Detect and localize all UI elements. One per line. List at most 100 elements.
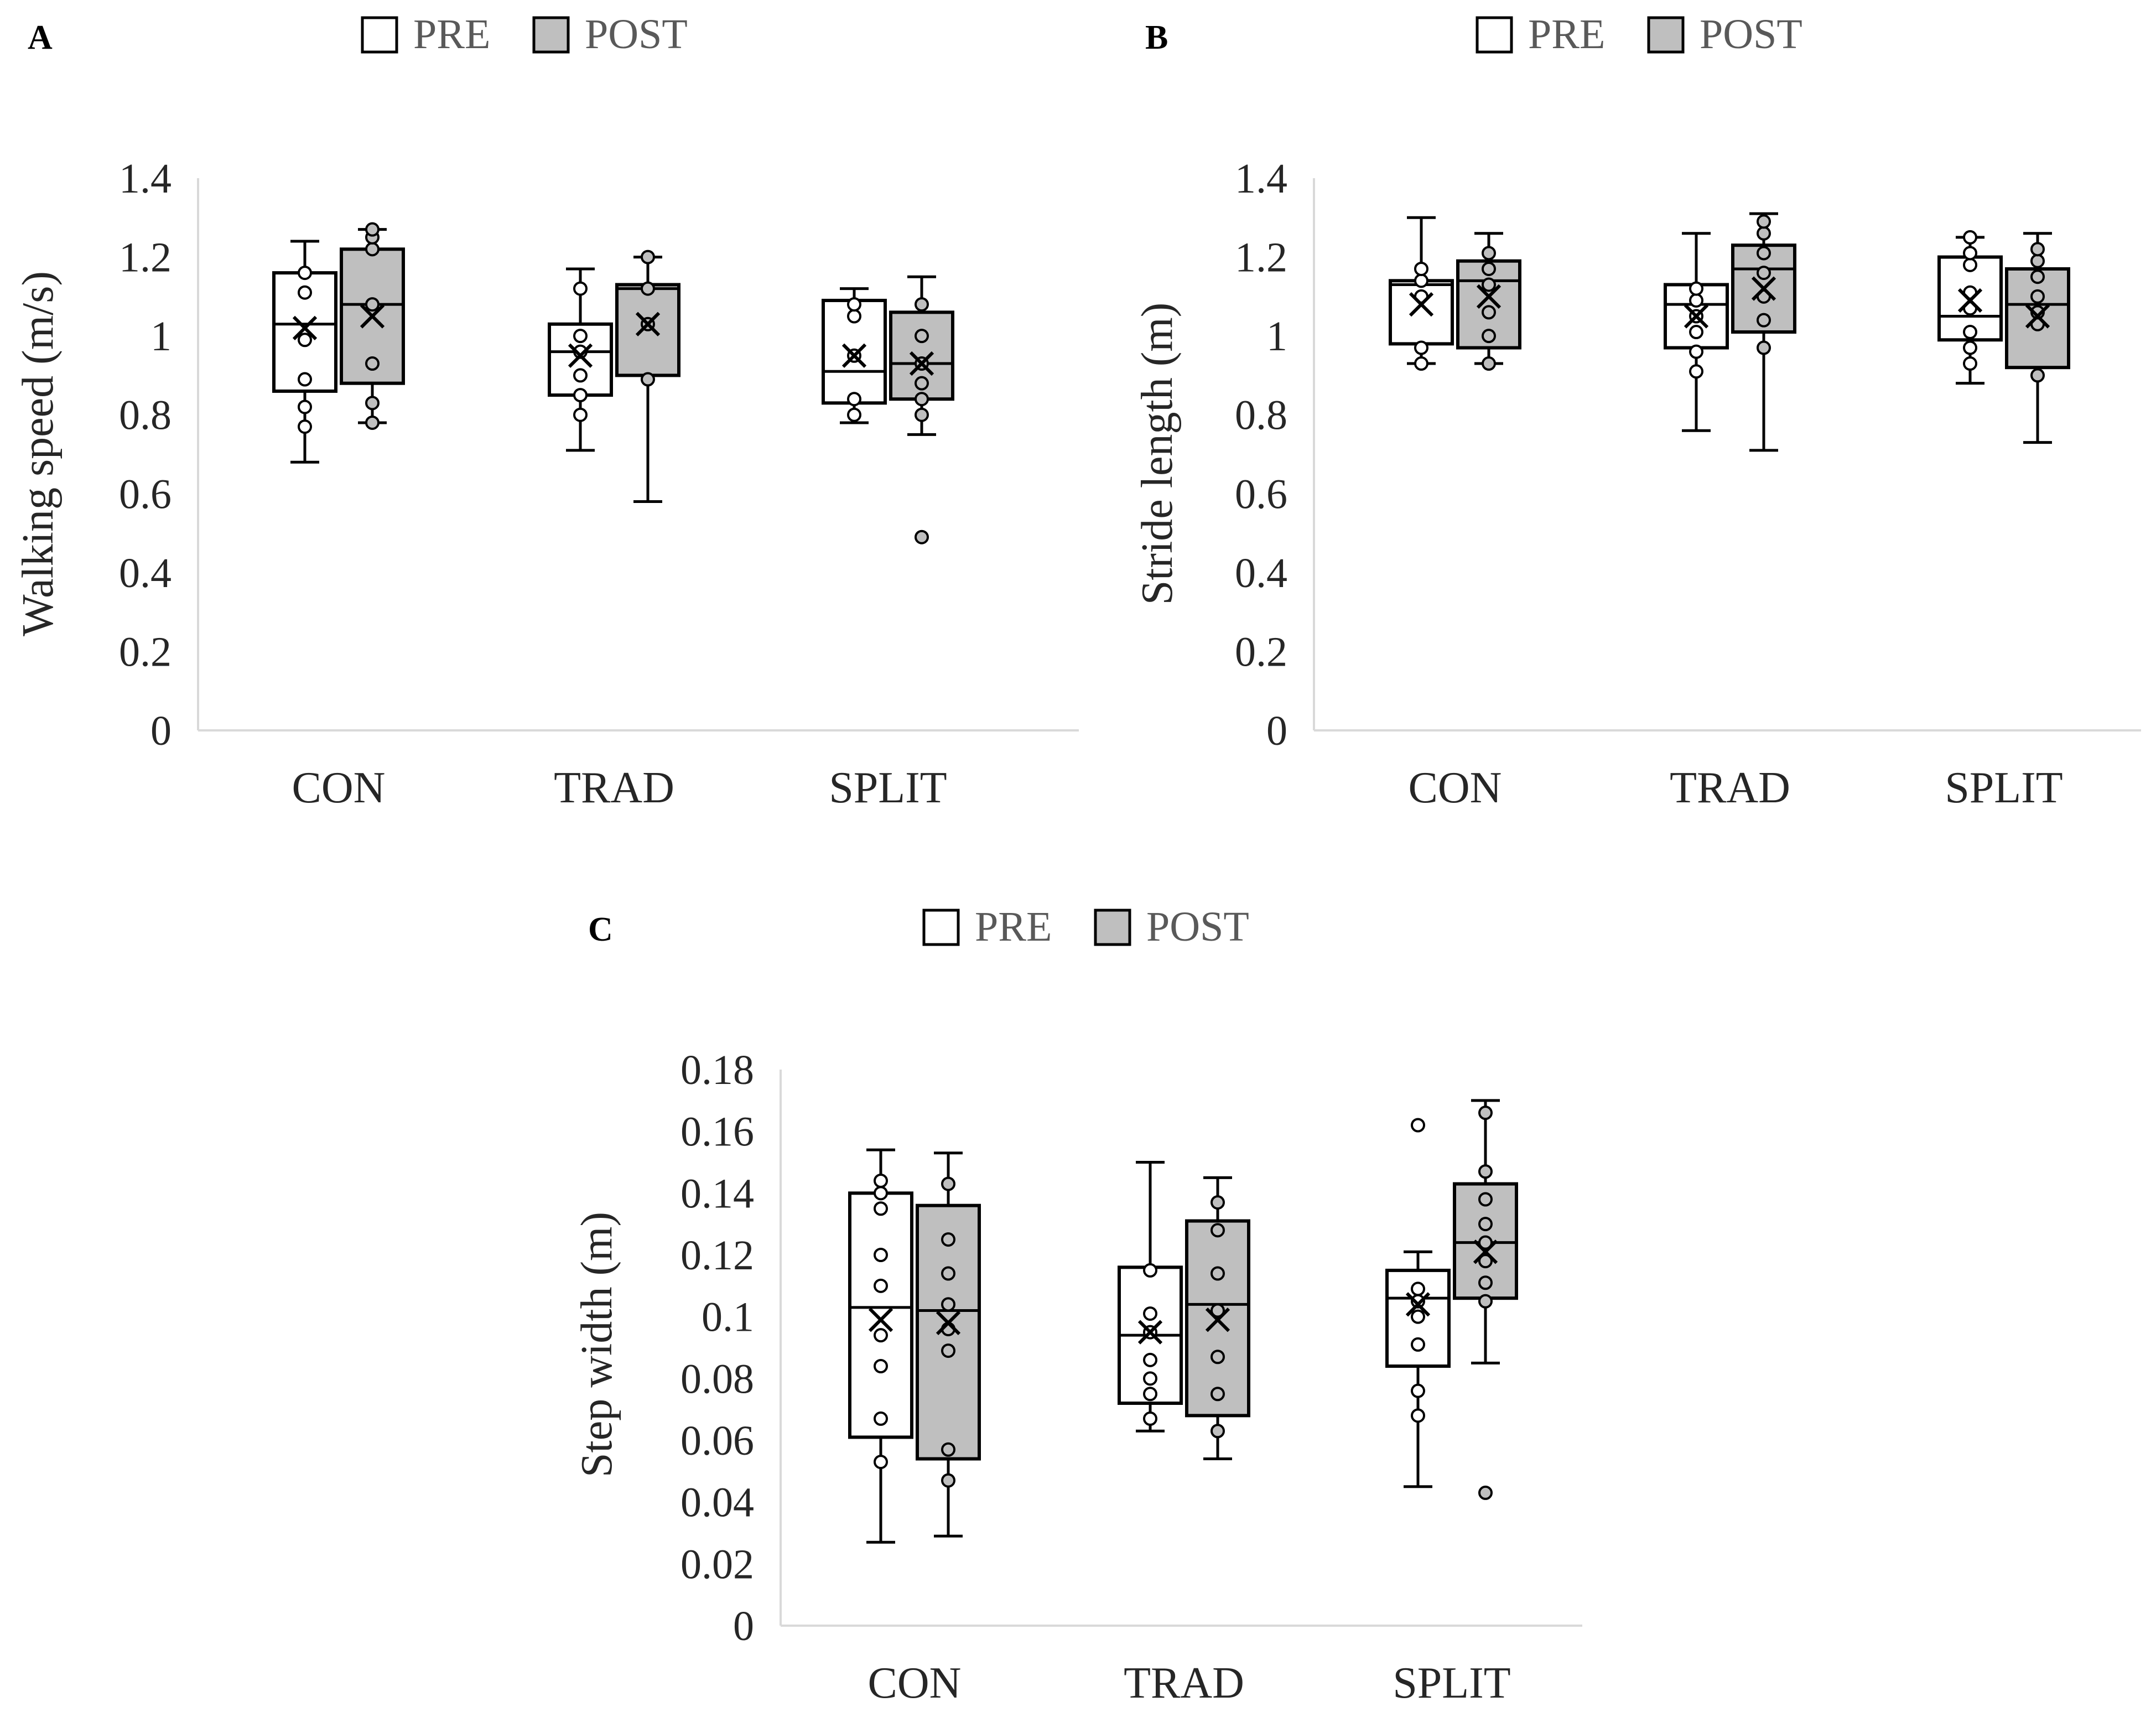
legend-label-pre: PRE [413, 11, 490, 58]
y-tick-label: 0.1 [702, 1294, 754, 1341]
data-point [573, 281, 588, 296]
panel-letter: B [1145, 19, 1168, 56]
data-point [1478, 1164, 1493, 1179]
box-con-post [916, 1151, 981, 1538]
data-point [1757, 246, 1771, 261]
x-category-label-con: CON [292, 764, 386, 812]
data-point [1478, 1294, 1493, 1309]
y-axis-label: Stride length (m) [1133, 303, 1182, 605]
data-point [1689, 364, 1703, 379]
y-tick-label: 1.4 [1235, 155, 1287, 202]
y-axis-label: Walking speed (m/s) [14, 271, 63, 636]
data-point [1963, 340, 1977, 355]
data-point [1211, 1266, 1225, 1281]
mean-marker-stroke [1476, 284, 1502, 309]
x-category-label-split: SPLIT [1945, 764, 2063, 812]
data-point [874, 1455, 888, 1470]
data-point [1211, 1424, 1225, 1439]
mean-marker-stroke [292, 315, 318, 341]
legend-swatch-post [532, 16, 570, 54]
data-point [1411, 1281, 1425, 1296]
data-point [915, 376, 929, 391]
data-point [915, 297, 929, 312]
panel-letter: C [588, 911, 613, 948]
chart-panel-a: A PRE POST 0 0.2 0.4 0.6 0.8 1 1.2 1.4 Walking spee… [14, 11, 1079, 812]
y-tick-label: 0 [1266, 708, 1287, 754]
data-point [1689, 325, 1703, 340]
box-trad-post [1731, 212, 1796, 452]
data-point [1143, 1387, 1157, 1402]
data-point [1757, 266, 1771, 281]
legend-label-pre: PRE [1528, 11, 1605, 58]
data-point [1478, 1254, 1493, 1269]
data-point [874, 1201, 888, 1216]
data-point [1211, 1387, 1225, 1402]
data-point [573, 329, 588, 344]
mean-marker [360, 304, 385, 329]
data-point [1411, 1408, 1425, 1423]
y-tick-label: 0 [150, 708, 172, 754]
data-point [1963, 257, 1977, 272]
data-point [1414, 273, 1428, 288]
data-point [1482, 246, 1496, 261]
data-point [298, 285, 312, 300]
data-point [1689, 344, 1703, 359]
box-split-post [889, 275, 954, 544]
mean-marker-stroke [1409, 292, 1434, 317]
data-point [1414, 340, 1428, 355]
data-point [365, 356, 380, 371]
box-con-pre [1389, 216, 1454, 371]
chart-panel-c: C PRE POST 0 0.02 0.04 0.06 0.08 0.1 0.12 0.14 0.16… [573, 904, 1582, 1708]
data-point [1143, 1371, 1157, 1386]
y-tick-label: 0.12 [680, 1232, 754, 1279]
data-point [1482, 277, 1496, 292]
y-tick-label: 0.8 [119, 392, 172, 439]
y-tick-label: 0.4 [119, 550, 172, 596]
box-trad-pre [548, 267, 613, 452]
x-category-label-split: SPLIT [1393, 1659, 1510, 1708]
y-tick-label: 1.2 [119, 235, 172, 281]
box-con-pre [272, 240, 337, 464]
data-point [915, 329, 929, 344]
data-point [915, 392, 929, 407]
data-point [1143, 1263, 1157, 1278]
data-point [573, 407, 588, 422]
data-point [365, 297, 380, 312]
data-point [1211, 1195, 1225, 1210]
data-point [1482, 356, 1496, 371]
data-point [2030, 242, 2045, 257]
x-category-label-trad: TRAD [554, 764, 674, 812]
mean-marker-stroke [360, 304, 385, 329]
data-point [1482, 305, 1496, 320]
data-point [1689, 293, 1703, 308]
mean-marker [568, 343, 593, 368]
mean-marker-stroke [568, 343, 593, 368]
mean-marker [2025, 304, 2050, 329]
data-point [1143, 1411, 1157, 1426]
data-point [1757, 226, 1771, 241]
data-point [1478, 1192, 1493, 1207]
data-point [2030, 269, 2045, 284]
data-point [365, 415, 380, 430]
data-point [298, 419, 312, 434]
box-con-post [340, 222, 405, 430]
x-category-label-con: CON [868, 1659, 962, 1708]
data-point [641, 372, 655, 387]
data-point [874, 1278, 888, 1293]
y-tick-label: 1 [1266, 313, 1287, 360]
data-point [1211, 1350, 1225, 1364]
mean-marker [1405, 1292, 1431, 1317]
data-point [641, 281, 655, 296]
y-tick-label: 0.8 [1235, 392, 1287, 439]
mean-marker [292, 315, 318, 341]
data-point [1757, 313, 1771, 328]
y-tick-label: 1.2 [1235, 235, 1287, 281]
data-point [915, 530, 929, 544]
y-tick-label: 0.6 [119, 471, 172, 517]
y-tick-label: 0.04 [680, 1480, 754, 1526]
data-point [365, 242, 380, 257]
y-tick-label: 0.6 [1235, 471, 1287, 517]
mean-marker [1409, 292, 1434, 317]
data-point [298, 372, 312, 387]
mean-marker [1476, 284, 1502, 309]
